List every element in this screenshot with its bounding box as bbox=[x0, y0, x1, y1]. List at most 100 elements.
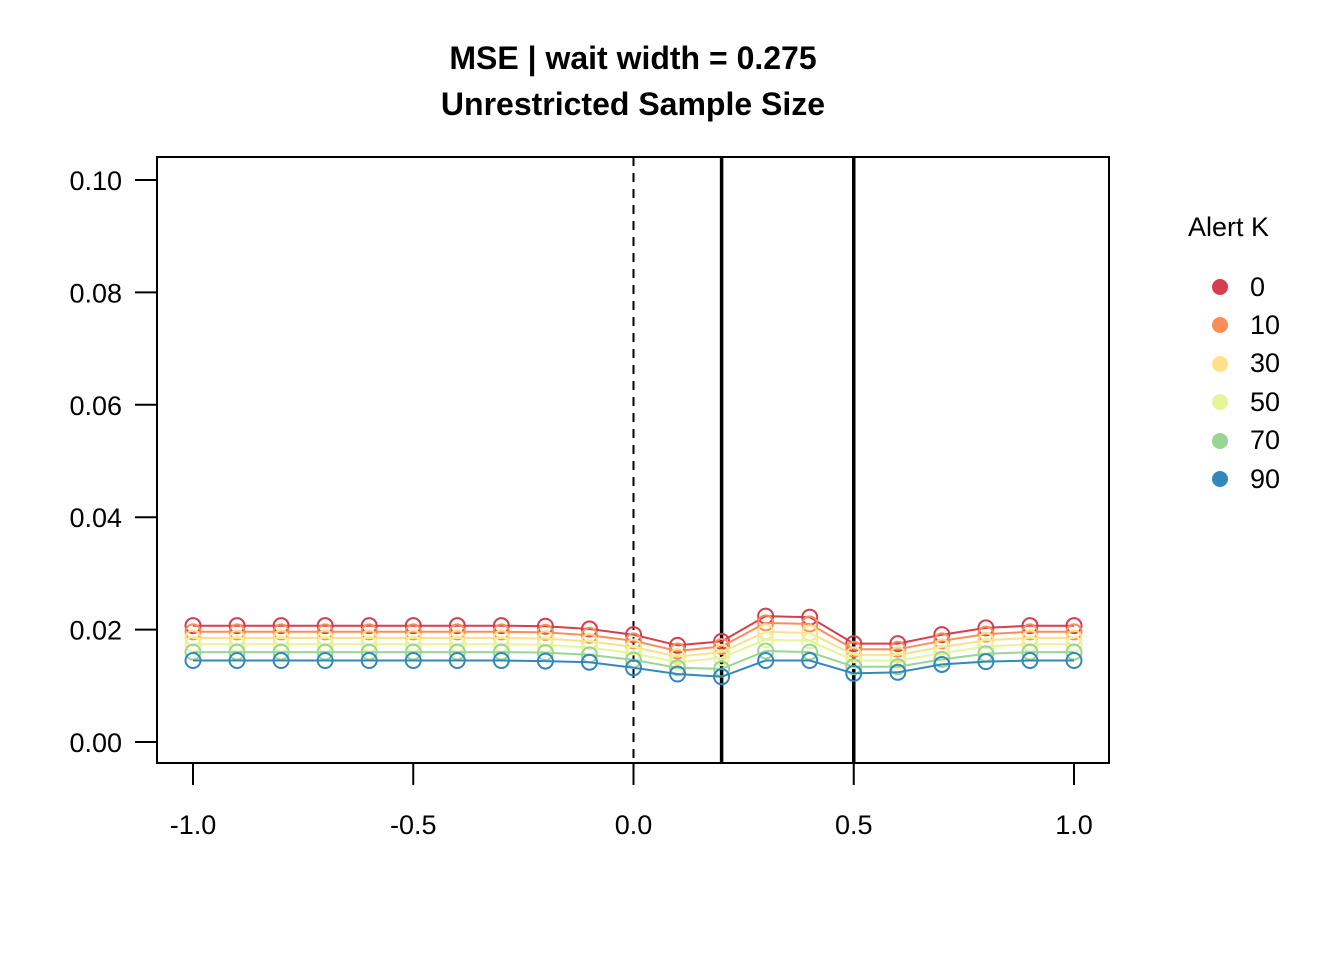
data-point-30 bbox=[669, 648, 687, 666]
data-point-90 bbox=[977, 653, 995, 671]
data-point-90 bbox=[713, 668, 731, 686]
legend-item: 0 bbox=[1212, 272, 1265, 302]
data-point-0 bbox=[404, 617, 422, 635]
data-point-90 bbox=[360, 652, 378, 670]
data-point-0 bbox=[845, 635, 863, 653]
series-line-0 bbox=[193, 615, 1074, 647]
data-point-0 bbox=[1021, 617, 1039, 635]
data-point-90 bbox=[580, 653, 598, 671]
data-point-10 bbox=[625, 632, 642, 650]
legend-item: 90 bbox=[1212, 464, 1280, 494]
y-tick-label: 0.02 bbox=[69, 616, 122, 646]
plot-frame bbox=[156, 156, 1110, 764]
legend-swatch bbox=[1212, 394, 1228, 411]
chart-title: MSE | wait width = 0.275 bbox=[449, 40, 817, 76]
legend-swatch bbox=[1212, 317, 1228, 334]
legend-label: 70 bbox=[1250, 425, 1281, 456]
legend-item: 70 bbox=[1212, 425, 1281, 456]
data-point-0 bbox=[1065, 617, 1083, 635]
y-tick-label: 0.08 bbox=[69, 278, 122, 308]
data-point-50 bbox=[933, 644, 951, 662]
series-line-90 bbox=[193, 659, 1074, 678]
data-point-10 bbox=[757, 614, 775, 632]
data-point-0 bbox=[228, 617, 246, 635]
legend-item: 30 bbox=[1212, 348, 1281, 379]
data-point-30 bbox=[845, 646, 863, 664]
chart-subtitle: Unrestricted Sample Size bbox=[440, 86, 826, 122]
data-point-30 bbox=[580, 632, 598, 650]
data-point-30 bbox=[713, 643, 731, 661]
legend-swatch bbox=[1212, 355, 1228, 372]
data-point-30 bbox=[889, 646, 907, 664]
data-point-10 bbox=[228, 623, 246, 641]
data-point-0 bbox=[316, 617, 334, 635]
data-point-50 bbox=[713, 649, 731, 667]
data-point-10 bbox=[184, 623, 202, 641]
y-tick-label: 0.04 bbox=[69, 503, 122, 533]
data-point-10 bbox=[801, 615, 819, 633]
data-point-10 bbox=[404, 623, 422, 641]
data-point-10 bbox=[448, 623, 466, 641]
data-point-0 bbox=[184, 617, 202, 635]
series-line-10 bbox=[193, 621, 1074, 653]
data-point-70 bbox=[669, 659, 687, 677]
data-point-0 bbox=[448, 617, 466, 635]
data-point-10 bbox=[713, 637, 731, 655]
legend-label: 30 bbox=[1250, 348, 1281, 379]
x-tick-label: -0.5 bbox=[390, 810, 437, 840]
data-point-70 bbox=[757, 642, 775, 660]
data-point-10 bbox=[1065, 623, 1083, 641]
data-point-70 bbox=[889, 658, 907, 676]
data-point-10 bbox=[845, 640, 863, 658]
data-point-50 bbox=[669, 653, 687, 671]
data-point-50 bbox=[757, 631, 775, 649]
legend-swatch bbox=[1212, 471, 1228, 487]
axes: -1.0 -0.5 0.0 0.5 1.0 0.00 0.02 0.04 0.06 0.08 0.1… bbox=[69, 166, 1092, 840]
data-point-10 bbox=[933, 632, 951, 650]
data-point-0 bbox=[625, 626, 642, 644]
data-point-10 bbox=[492, 623, 510, 641]
x-tick-label: 1.0 bbox=[1055, 810, 1093, 840]
data-point-0 bbox=[272, 617, 290, 635]
legend-label: 10 bbox=[1250, 309, 1281, 340]
data-point-50 bbox=[845, 652, 863, 670]
data-point-90 bbox=[448, 652, 466, 670]
data-point-90 bbox=[1021, 652, 1039, 670]
data-point-0 bbox=[669, 636, 687, 654]
data-point-90 bbox=[316, 652, 334, 670]
legend-title: Alert K bbox=[1188, 212, 1270, 242]
data-point-10 bbox=[1021, 623, 1039, 641]
data-point-30 bbox=[933, 638, 951, 656]
data-point-10 bbox=[316, 623, 334, 641]
data-point-10 bbox=[669, 642, 687, 660]
data-point-10 bbox=[536, 623, 554, 641]
data-point-90 bbox=[757, 652, 775, 670]
data-point-90 bbox=[228, 652, 246, 670]
data-point-30 bbox=[977, 631, 995, 649]
data-point-90 bbox=[536, 652, 554, 670]
series-line-30 bbox=[193, 630, 1074, 658]
legend-label: 0 bbox=[1250, 271, 1266, 302]
legend-label: 90 bbox=[1250, 463, 1281, 494]
data-point-70 bbox=[933, 650, 951, 668]
y-tick-label: 0.10 bbox=[69, 166, 122, 196]
data-point-10 bbox=[272, 623, 290, 641]
data-point-90 bbox=[404, 652, 422, 670]
data-point-10 bbox=[580, 626, 598, 644]
data-point-0 bbox=[536, 617, 554, 635]
data-point-90 bbox=[933, 655, 951, 673]
legend-label: 50 bbox=[1250, 386, 1281, 417]
series-group bbox=[184, 607, 1083, 686]
data-point-90 bbox=[184, 652, 202, 670]
data-point-50 bbox=[801, 632, 819, 650]
x-tick-label: -1.0 bbox=[170, 810, 217, 840]
data-point-0 bbox=[889, 635, 907, 653]
x-tick-label: 0.5 bbox=[835, 810, 873, 840]
data-point-90 bbox=[625, 659, 642, 677]
y-tick-label: 0.06 bbox=[69, 391, 122, 421]
data-point-90 bbox=[889, 663, 907, 681]
data-point-90 bbox=[845, 664, 863, 682]
data-point-90 bbox=[1065, 652, 1083, 670]
data-point-90 bbox=[801, 652, 819, 670]
y-tick-label: 0.00 bbox=[69, 728, 122, 758]
